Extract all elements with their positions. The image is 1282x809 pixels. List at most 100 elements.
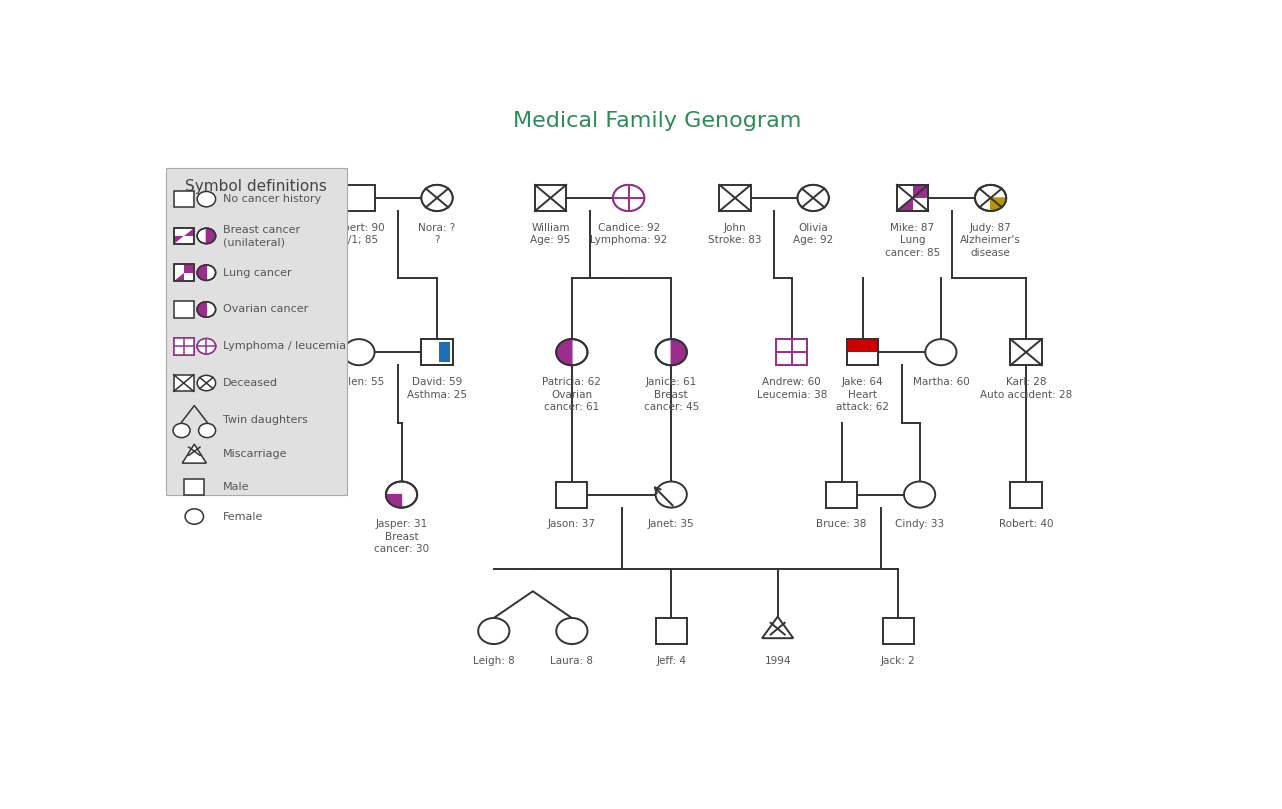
Circle shape xyxy=(386,481,417,507)
Text: Candice: 92
Lymphoma: 92: Candice: 92 Lymphoma: 92 xyxy=(590,222,667,245)
Circle shape xyxy=(556,339,587,365)
Polygon shape xyxy=(913,185,928,198)
Bar xyxy=(847,339,878,365)
Text: Miscarriage: Miscarriage xyxy=(223,449,287,460)
Bar xyxy=(422,339,453,365)
Text: Jasper: 31
Breast
cancer: 30: Jasper: 31 Breast cancer: 30 xyxy=(374,519,429,554)
Circle shape xyxy=(974,185,1006,211)
Bar xyxy=(1010,481,1042,507)
Polygon shape xyxy=(762,616,794,638)
Text: Martha: 60: Martha: 60 xyxy=(913,377,969,387)
Text: David: 59
Asthma: 25: David: 59 Asthma: 25 xyxy=(406,377,467,400)
Text: Jeff: 4: Jeff: 4 xyxy=(656,656,686,666)
Text: Lung cancer: Lung cancer xyxy=(223,268,291,277)
Text: Leigh: 8: Leigh: 8 xyxy=(473,656,514,666)
Bar xyxy=(174,227,194,244)
Bar xyxy=(826,481,858,507)
Text: Female: Female xyxy=(223,511,263,522)
Circle shape xyxy=(422,185,453,211)
Text: Twin daughters: Twin daughters xyxy=(223,415,308,425)
Bar xyxy=(847,339,878,365)
Circle shape xyxy=(613,185,645,211)
Circle shape xyxy=(422,185,453,211)
Polygon shape xyxy=(991,198,1006,211)
Text: Mike: 87
Lung
cancer: 85: Mike: 87 Lung cancer: 85 xyxy=(885,222,940,257)
Circle shape xyxy=(173,423,190,438)
Circle shape xyxy=(197,302,215,317)
Circle shape xyxy=(197,228,215,244)
Bar xyxy=(174,338,194,354)
Bar xyxy=(655,618,687,644)
Bar xyxy=(174,191,194,207)
Circle shape xyxy=(197,338,215,354)
Circle shape xyxy=(197,192,215,207)
Circle shape xyxy=(197,338,215,354)
Polygon shape xyxy=(174,273,183,281)
Text: Andrew: 60
Leucemia: 38: Andrew: 60 Leucemia: 38 xyxy=(756,377,827,400)
Bar xyxy=(174,301,194,318)
Bar xyxy=(174,265,194,281)
Bar xyxy=(422,339,453,365)
Circle shape xyxy=(199,423,215,438)
Polygon shape xyxy=(197,302,206,317)
Text: Cindy: 33: Cindy: 33 xyxy=(895,519,944,529)
Bar xyxy=(897,185,928,211)
Circle shape xyxy=(613,185,645,211)
Bar xyxy=(556,481,587,507)
Circle shape xyxy=(478,618,509,644)
Circle shape xyxy=(185,509,204,524)
Circle shape xyxy=(797,185,828,211)
Text: Lymphoma / leucemia: Lymphoma / leucemia xyxy=(223,341,346,351)
Text: Janice: 61
Breast
cancer: 45: Janice: 61 Breast cancer: 45 xyxy=(644,377,699,412)
Text: Helen: 55: Helen: 55 xyxy=(333,377,385,387)
Polygon shape xyxy=(174,236,183,244)
Bar xyxy=(719,185,751,211)
Text: Male: Male xyxy=(223,482,249,492)
Circle shape xyxy=(926,339,956,365)
Bar xyxy=(535,185,567,211)
Polygon shape xyxy=(183,227,194,236)
Text: Ovarian cancer: Ovarian cancer xyxy=(223,304,308,315)
Text: Janet: 35: Janet: 35 xyxy=(647,519,695,529)
Text: Albert: 90
M/1; 85: Albert: 90 M/1; 85 xyxy=(333,222,385,245)
Polygon shape xyxy=(386,494,401,507)
Text: Jason: 37: Jason: 37 xyxy=(547,519,596,529)
Bar xyxy=(174,265,194,281)
Bar xyxy=(185,479,204,495)
Text: No cancer history: No cancer history xyxy=(223,194,320,204)
Polygon shape xyxy=(897,198,913,211)
Text: Karl: 28
Auto accident: 28: Karl: 28 Auto accident: 28 xyxy=(979,377,1072,400)
Text: Olivia
Age: 92: Olivia Age: 92 xyxy=(794,222,833,245)
Text: Symbol definitions: Symbol definitions xyxy=(186,179,327,194)
Text: Jack: 2: Jack: 2 xyxy=(881,656,915,666)
Polygon shape xyxy=(182,444,206,463)
Text: Bruce: 38: Bruce: 38 xyxy=(817,519,867,529)
Bar xyxy=(165,168,347,494)
Text: Judy: 87
Alzheimer's
disease: Judy: 87 Alzheimer's disease xyxy=(960,222,1020,257)
Text: John
Stroke: 83: John Stroke: 83 xyxy=(709,222,762,245)
Circle shape xyxy=(197,265,215,281)
Text: 1994: 1994 xyxy=(764,656,791,666)
Bar xyxy=(344,185,374,211)
Polygon shape xyxy=(206,228,215,244)
Text: Jake: 64
Heart
attack: 62: Jake: 64 Heart attack: 62 xyxy=(836,377,890,412)
Text: Robert: 40: Robert: 40 xyxy=(999,519,1054,529)
Circle shape xyxy=(904,481,935,507)
Text: Breast cancer
(unilateral): Breast cancer (unilateral) xyxy=(223,225,300,247)
Polygon shape xyxy=(556,339,572,365)
Bar xyxy=(777,339,808,365)
Circle shape xyxy=(344,339,374,365)
Polygon shape xyxy=(672,339,687,365)
Bar xyxy=(1010,339,1042,365)
Text: Medical Family Genogram: Medical Family Genogram xyxy=(513,111,801,131)
Text: Deceased: Deceased xyxy=(223,378,278,388)
Bar xyxy=(174,338,194,354)
Bar xyxy=(883,618,914,644)
Circle shape xyxy=(197,375,215,391)
Polygon shape xyxy=(183,265,194,273)
Bar xyxy=(438,342,450,362)
Bar xyxy=(174,375,194,392)
Text: Patricia: 62
Ovarian
cancer: 61: Patricia: 62 Ovarian cancer: 61 xyxy=(542,377,601,412)
Text: Laura: 8: Laura: 8 xyxy=(550,656,594,666)
Circle shape xyxy=(655,339,687,365)
